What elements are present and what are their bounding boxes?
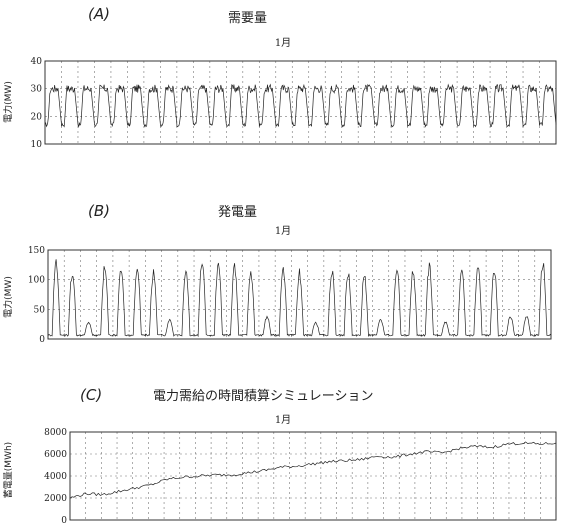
panel-b-ylabel: 電力(MW)	[2, 276, 14, 318]
series-line	[44, 83, 557, 128]
panel-a-title: 需要量	[228, 11, 267, 26]
panel-b-plot: 0 50 100 150	[28, 246, 552, 345]
y-tick-label: 150	[28, 246, 45, 256]
plot-frame	[44, 60, 557, 145]
plot-frame	[69, 431, 557, 521]
y-tick-label: 10	[31, 140, 43, 150]
y-tick-label: 100	[28, 276, 45, 286]
panel-b-tag: (B)	[88, 202, 110, 220]
panel-a-tag: (A)	[88, 5, 110, 23]
series-line	[69, 441, 557, 499]
series-line	[47, 259, 552, 338]
panel-a-ylabel: 電力(MW)	[2, 81, 14, 123]
y-tick-label: 6000	[44, 450, 67, 460]
panel-c-subtitle: 1月	[275, 414, 291, 426]
y-tick-label: 40	[31, 57, 43, 67]
panel-a-subtitle: 1月	[275, 37, 291, 49]
y-tick-label: 4000	[44, 472, 67, 482]
plot-frame	[47, 249, 552, 340]
y-tick-label: 8000	[44, 428, 67, 438]
y-tick-label: 0	[39, 335, 45, 345]
y-tick-label: 0	[61, 516, 67, 524]
panel-c-ylabel: 蓄電量(MWh)	[2, 442, 14, 498]
y-tick-label: 2000	[44, 494, 67, 504]
panel-c-title: 電力需給の時間積算シミュレーション	[153, 389, 373, 404]
panel-a-plot: 10 20 30 40	[31, 57, 557, 150]
panel-c-plot: 0 2000 4000 6000 8000	[44, 428, 557, 524]
y-tick-label: 30	[31, 85, 43, 95]
panel-c-tag: (C)	[80, 386, 102, 404]
y-tick-label: 50	[34, 305, 46, 315]
panel-b-subtitle: 1月	[275, 225, 291, 237]
panel-b-title: 発電量	[218, 205, 257, 220]
y-tick-label: 20	[31, 112, 43, 122]
